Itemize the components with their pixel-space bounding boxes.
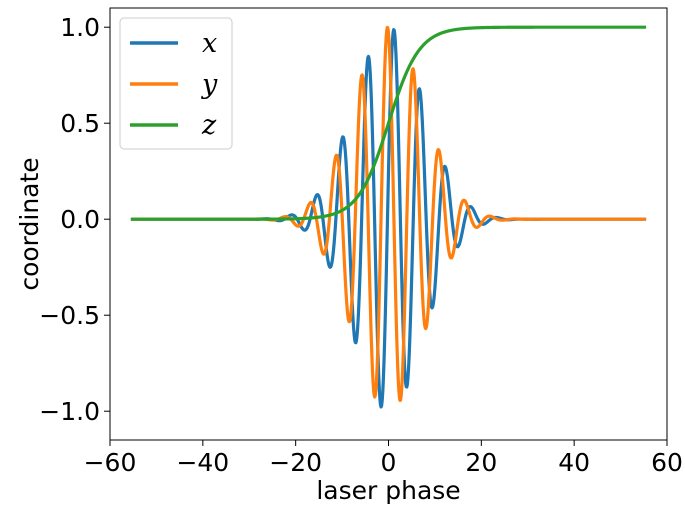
y-tick-label: 1.0 [60, 13, 100, 42]
y-axis: −1.0 −0.5 0.0 0.5 1.0 [39, 13, 110, 426]
series-layer [129, 25, 648, 409]
x-tick-label: 40 [558, 448, 590, 477]
x-axis: −60 −40 −20 0 20 40 60 [84, 440, 683, 477]
x-tick-label: 60 [651, 448, 683, 477]
x-tick-label: 0 [381, 448, 397, 477]
legend-label-z: z [201, 110, 217, 141]
x-axis-label: laser phase [316, 476, 460, 505]
x-tick-label: −20 [269, 448, 322, 477]
y-tick-label: −1.0 [39, 397, 100, 426]
y-tick-label: −0.5 [39, 301, 100, 330]
legend-label-x: x [202, 28, 217, 59]
y-tick-label: 0.5 [60, 109, 100, 138]
y-tick-label: 0.0 [60, 205, 100, 234]
x-tick-label: −40 [176, 448, 229, 477]
legend: xyz [119, 17, 233, 150]
x-tick-label: 20 [465, 448, 497, 477]
x-tick-label: −60 [84, 448, 137, 477]
series-line-z [129, 25, 648, 221]
legend-label-y: y [201, 69, 218, 100]
y-axis-label: coordinate [15, 157, 44, 290]
